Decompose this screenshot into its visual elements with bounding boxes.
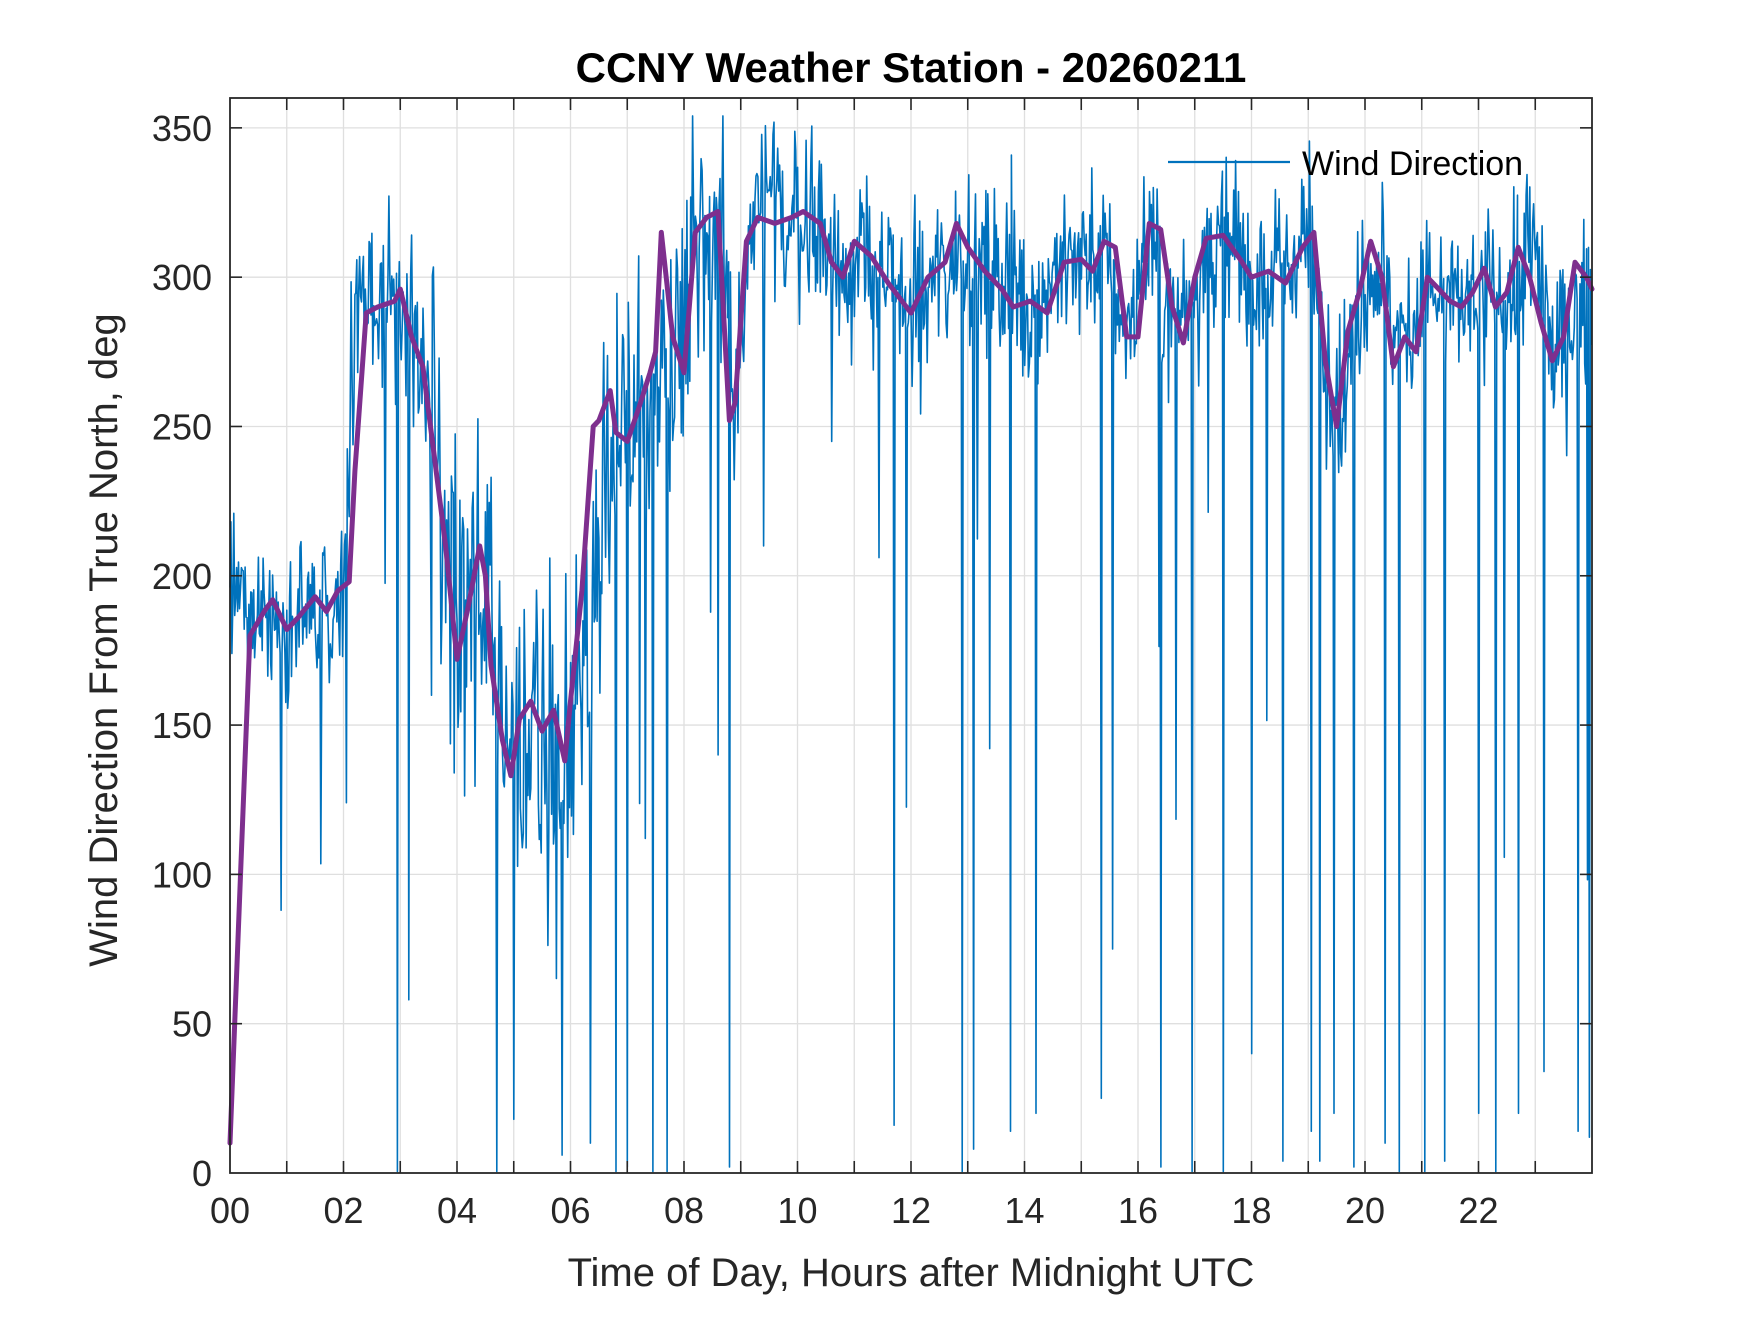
x-tick-label: 20 (1345, 1190, 1385, 1231)
moving-average-series (227, 209, 1595, 1146)
x-tick-label: 00 (210, 1190, 250, 1231)
y-tick-label: 200 (152, 556, 212, 597)
x-tick-label: 04 (437, 1190, 477, 1231)
legend-label-wind-direction: Wind Direction (1302, 145, 1523, 183)
x-tick-label: 02 (323, 1190, 363, 1231)
y-tick-label: 100 (152, 854, 212, 895)
x-tick-label: 16 (1118, 1190, 1158, 1231)
legend: Wind Direction (1168, 145, 1523, 183)
x-tick-label: 08 (664, 1190, 704, 1231)
x-tick-label: 06 (550, 1190, 590, 1231)
y-axis-label: Wind Direction From True North, deg (82, 313, 126, 967)
x-tick-label: 14 (1004, 1190, 1044, 1231)
y-tick-label: 150 (152, 705, 212, 746)
y-tick-label: 0 (192, 1153, 212, 1194)
y-tick-label: 250 (152, 406, 212, 447)
x-tick-label: 12 (891, 1190, 931, 1231)
x-axis-label: Time of Day, Hours after Midnight UTC (568, 1251, 1255, 1295)
y-tick-label: 300 (152, 257, 212, 298)
y-tick-label: 50 (172, 1004, 212, 1045)
chart-title: CCNY Weather Station - 20260211 (576, 44, 1247, 91)
y-tick-label: 350 (152, 108, 212, 149)
wind-direction-series (229, 115, 1593, 1173)
x-tick-label: 18 (1231, 1190, 1271, 1231)
x-tick-label: 10 (777, 1190, 817, 1231)
x-tick-label: 22 (1458, 1190, 1498, 1231)
